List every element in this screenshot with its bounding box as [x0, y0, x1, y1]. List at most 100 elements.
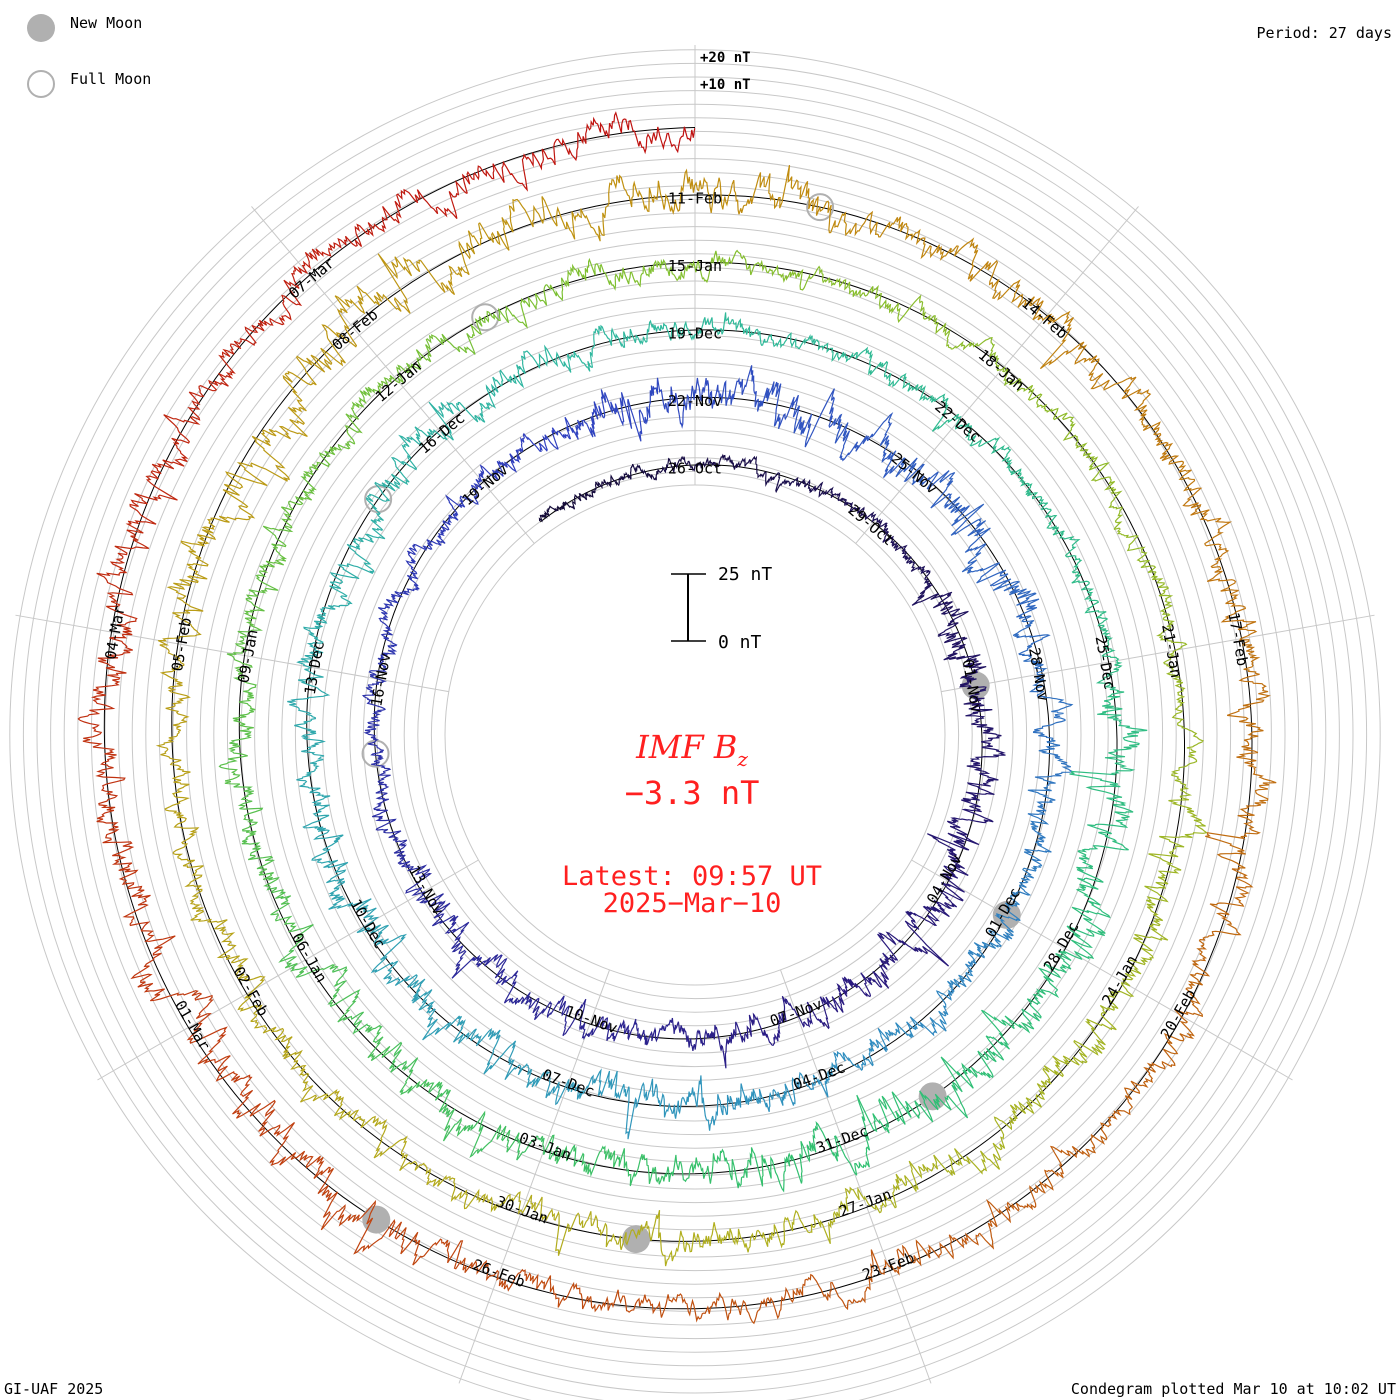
bz-trace-segment	[674, 317, 723, 341]
bz-trace-segment	[428, 1081, 462, 1142]
full-moon-icon	[27, 70, 55, 98]
bz-trace-segment	[166, 542, 209, 612]
bz-trace-segment	[451, 921, 482, 979]
bz-trace-segment	[1062, 423, 1110, 478]
bz-trace-segment	[882, 535, 912, 561]
radial-gridlines	[15, 45, 1375, 1384]
bz-trace-segment	[389, 1041, 431, 1096]
bz-trace-segment	[1034, 737, 1074, 780]
radial-gridline	[855, 206, 1139, 544]
bz-trace-segment	[430, 1174, 489, 1210]
bz-trace-segment	[258, 525, 294, 573]
bz-trace-segment	[197, 1040, 254, 1115]
bz-trace-segment	[344, 386, 377, 445]
bz-trace-segment	[516, 1132, 568, 1164]
date-label: 18-Jan	[975, 346, 1028, 395]
bz-trace-segment	[895, 457, 950, 490]
bz-trace-segment	[965, 936, 1002, 973]
bz-trace-segment	[587, 324, 630, 372]
bz-trace-segment	[650, 457, 682, 481]
bz-trace-segment	[625, 1078, 671, 1140]
bz-trace-segment	[1090, 476, 1124, 530]
bz-trace-segment	[538, 501, 566, 523]
bz-trace-segment	[768, 332, 818, 349]
bz-trace-segment	[1064, 550, 1095, 596]
radial-gridline	[458, 969, 610, 1384]
bz-trace-segment	[400, 1227, 464, 1270]
bz-trace-segment	[915, 228, 979, 266]
bz-trace-segment	[564, 401, 604, 440]
bz-trace-segment	[327, 965, 361, 1023]
bz-trace-segment	[329, 563, 375, 606]
bz-trace-segment	[869, 1022, 914, 1053]
bz-trace-segment	[414, 401, 458, 441]
bz-trace-segment	[538, 344, 591, 373]
bz-trace-segment	[833, 1186, 891, 1218]
bz-trace-segment	[1121, 376, 1162, 436]
bz-trace-segment	[303, 440, 355, 478]
bz-trace-segment	[780, 265, 835, 291]
bz-trace-segment	[961, 552, 1012, 587]
bz-trace-segment	[988, 343, 1029, 393]
bz-trace-segment	[251, 390, 308, 447]
bz-trace-segment	[744, 1012, 781, 1046]
date-label: 23-Feb	[860, 1249, 917, 1284]
bz-trace-segment	[615, 1148, 666, 1187]
bz-trace-segment	[638, 1017, 676, 1046]
bz-trace-segment	[164, 790, 200, 854]
scale-bar-bottom-label: 0 nT	[718, 632, 762, 653]
bz-trace-segment	[525, 1272, 592, 1310]
radial-gridline	[911, 859, 1293, 1081]
bz-trace-segment	[470, 305, 522, 339]
bz-trace-segment	[365, 477, 401, 523]
current-value: −3.3 nT	[625, 774, 760, 812]
bz-trace-segment	[1066, 877, 1111, 937]
bz-trace-segment	[1032, 696, 1074, 739]
bz-trace-segment	[190, 909, 240, 964]
bz-trace-segment	[373, 1135, 432, 1186]
bz-trace-segment	[774, 472, 806, 494]
bz-trace-segment	[563, 257, 620, 291]
date-label: 11-Feb	[668, 190, 722, 208]
bz-trace-segment	[966, 737, 1006, 773]
moon-markers	[361, 193, 1021, 1254]
bz-trace-segment	[1027, 778, 1056, 822]
bz-trace-segment	[757, 381, 799, 430]
bz-trace-segment	[1171, 739, 1205, 797]
period-label: Period: 27 days	[1256, 24, 1392, 42]
bz-trace-segment	[1150, 571, 1176, 628]
bz-trace-segment	[440, 222, 483, 296]
bz-trace-segment	[545, 1070, 586, 1106]
bz-trace-segment	[363, 731, 386, 769]
bz-trace-segment	[475, 954, 511, 986]
bz-trace-segment	[858, 1244, 916, 1304]
bz-trace-segment	[266, 885, 299, 933]
date-label: 28-Nov	[1025, 646, 1052, 702]
bz-trace-segment	[965, 704, 1002, 739]
bz-trace-segment	[600, 389, 643, 442]
bz-trace-segment	[302, 819, 344, 864]
footer-plotted-time: Condegram plotted Mar 10 at 10:02 UT	[1070, 1380, 1396, 1398]
bz-trace-segment	[605, 1017, 641, 1042]
bz-trace-segment	[159, 668, 191, 731]
bz-trace-segment	[1023, 658, 1048, 698]
bz-trace-segment	[940, 1050, 997, 1094]
scale-bar: 25 nT 0 nT	[671, 564, 772, 653]
bz-trace-segment	[127, 463, 178, 525]
bz-trace-segment	[913, 1232, 979, 1267]
bz-trace-segment	[487, 1191, 546, 1221]
bz-trace-segment	[154, 990, 228, 1044]
bz-trace-segment	[562, 490, 594, 510]
bz-trace-segment	[935, 322, 993, 351]
bz-trace-segment	[562, 998, 608, 1040]
bz-trace-segment	[678, 377, 719, 429]
bz-trace-segment	[1154, 434, 1199, 492]
bz-trace-segment	[370, 933, 408, 985]
bz-trace-segment	[405, 545, 420, 591]
bz-trace-segment	[188, 340, 242, 402]
bz-trace-segment	[1226, 673, 1271, 741]
bz-trace-segment	[665, 126, 696, 154]
date-label: 31-Dec	[814, 1122, 871, 1157]
chart-title: IMF Bz	[635, 728, 748, 771]
bz-trace-segment	[234, 294, 297, 346]
